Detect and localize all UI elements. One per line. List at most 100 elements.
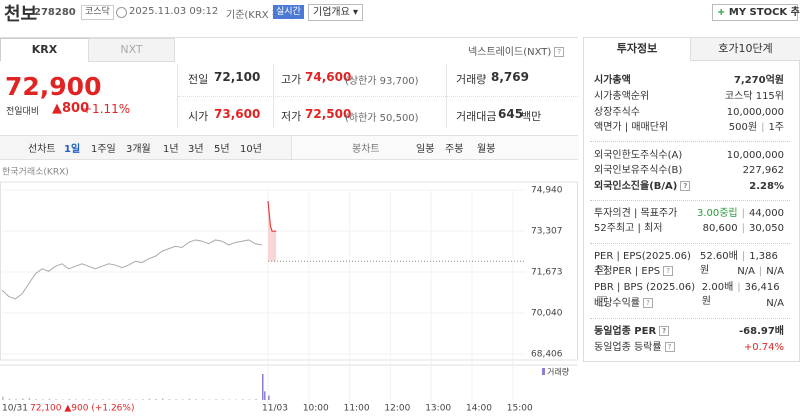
info-label: PBR | BPS (2025.06)? <box>594 281 702 309</box>
info-values: -68.97배 <box>739 325 784 339</box>
orderbook-tab[interactable]: 호가10단계 <box>690 38 800 61</box>
help-icon: ? <box>663 266 674 276</box>
period-option[interactable]: 3개월 <box>126 144 151 155</box>
period-option[interactable]: 1일 <box>64 144 81 155</box>
volume-bar <box>75 399 77 400</box>
info-value: 36,416원 <box>701 282 780 307</box>
x-tick-label: 15:00 <box>507 404 533 414</box>
quote-label: 거래량 <box>456 73 487 86</box>
info-label-text: 시가총액순위 <box>594 91 650 102</box>
info-row: 시가총액순위 코스닥 115위 <box>594 90 784 104</box>
today-line <box>267 200 277 232</box>
volume-bar <box>242 399 244 400</box>
volume-bar <box>268 395 270 400</box>
value-separator: | <box>741 251 746 262</box>
info-label: 동일업종 등락률? <box>594 341 675 355</box>
info-row: 동일업종 PER? -68.97배 <box>594 325 784 339</box>
info-row: 배당수익률? N/A <box>594 297 784 311</box>
y-tick-label: 73,307 <box>531 226 563 236</box>
quote-frame <box>0 37 578 160</box>
x-tick-label: 13:00 <box>425 404 451 414</box>
x-tick-label: 10:00 <box>303 404 329 414</box>
quote-value: 645 <box>498 107 524 121</box>
period-option[interactable]: 1주일 <box>91 144 116 155</box>
info-values: 227,962 <box>743 164 784 178</box>
info-label: 액면가 | 매매단위 <box>594 121 668 135</box>
volume-legend-swatch <box>542 368 545 375</box>
period-option[interactable]: 5년 <box>214 144 230 155</box>
chart-source: 한국거래소(KRX) <box>2 167 69 178</box>
info-values: 10,000,000 <box>727 106 784 120</box>
footer-quote: 72,100 ▲900 (+1.26%) <box>30 404 134 414</box>
tab-nxt[interactable]: NXT <box>88 38 175 62</box>
info-values: +0.74% <box>744 341 784 355</box>
info-values: 500원 | 1주 <box>729 121 784 135</box>
info-label: 52주최고 | 최저 <box>594 222 662 236</box>
info-row: 상장주식수 10,000,000 <box>594 106 784 120</box>
quote-value: 74,600 <box>305 70 352 84</box>
invest-tab[interactable]: 투자정보 <box>584 38 690 60</box>
realtime-badge[interactable]: 실시간 <box>273 5 304 19</box>
info-value: 1,386원 <box>700 251 778 276</box>
period-option[interactable]: 월봉 <box>477 144 496 155</box>
y-tick-label: 71,673 <box>531 268 563 278</box>
value-separator: | <box>737 282 741 293</box>
divider <box>177 64 178 128</box>
stock-code: 278280 <box>34 7 76 18</box>
quote-value: 8,769 <box>491 70 529 84</box>
info-value: 80,600 <box>702 223 738 234</box>
x-tick-label: 11:00 <box>344 404 370 414</box>
info-label: 추정PER | EPS? <box>594 265 674 279</box>
info-values: N/A <box>766 297 784 311</box>
info-value: 10,000,000 <box>726 150 784 161</box>
quote-value: 72,500 <box>305 107 352 121</box>
info-value: N/A <box>737 266 755 277</box>
volume-bar <box>55 399 57 400</box>
period-label: 선차트 <box>28 144 56 155</box>
volume-bar <box>8 398 11 400</box>
info-label-text: 외국인보유주식수(B) <box>594 165 683 176</box>
overview-button[interactable]: 기업개요 ▾ <box>308 4 364 21</box>
info-value: +0.74% <box>743 342 784 353</box>
mystock-button[interactable]: + MY STOCK 추가 <box>712 4 800 21</box>
period-option[interactable]: 10년 <box>240 144 262 155</box>
info-label-text: 액면가 | 매매단위 <box>594 122 669 133</box>
info-value: 30,050 <box>749 223 784 234</box>
info-label-text: 52주최고 | 최저 <box>594 223 663 234</box>
info-value: N/A <box>766 266 784 277</box>
volume-bar <box>68 399 71 400</box>
change-value: 800 <box>62 101 90 116</box>
info-label-text: PER | EPS(2025.06) <box>594 251 691 262</box>
quote-label: 고가 <box>281 73 302 86</box>
info-value: 500원 <box>728 122 758 133</box>
tab-krx[interactable]: KRX <box>0 38 89 61</box>
volume-bar <box>128 399 131 400</box>
quote-value: 73,600 <box>214 107 261 121</box>
info-label-text: 외국인소진율(B/A) <box>594 181 678 192</box>
info-label-text: 시가총액 <box>594 75 631 86</box>
info-value: 52.60배 <box>700 251 738 262</box>
info-value: N/A <box>766 298 784 309</box>
volume-bar <box>48 398 51 400</box>
info-value: 10,000,000 <box>726 107 784 118</box>
volume-bar <box>28 397 31 400</box>
period-option[interactable]: 1년 <box>163 144 179 155</box>
volume-bar <box>195 399 197 400</box>
quote-basis: 기준(KRX 장중) <box>226 10 295 21</box>
info-row: 외국인한도주식수(A) 10,000,000 <box>594 149 784 163</box>
period-option[interactable]: 주봉 <box>445 144 464 155</box>
volume-bar <box>202 399 204 400</box>
value-separator: | <box>741 223 745 234</box>
info-label-text: 외국인한도주식수(A) <box>594 150 683 161</box>
nxt-link-text: 넥스트레이드(NXT) <box>468 47 552 58</box>
period-option[interactable]: 일봉 <box>416 144 435 155</box>
quote-label: 전일 <box>188 73 209 86</box>
change-label: 전일대비 <box>6 107 40 117</box>
info-row: 액면가 | 매매단위 500원 | 1주 <box>594 121 784 135</box>
period-label: 봉차트 <box>352 144 380 155</box>
nxt-link[interactable]: 넥스트레이드(NXT)? <box>468 43 565 58</box>
info-label: 시가총액순위 <box>594 90 649 104</box>
quote-label: 저가 <box>281 110 302 123</box>
period-option[interactable]: 3년 <box>188 144 204 155</box>
